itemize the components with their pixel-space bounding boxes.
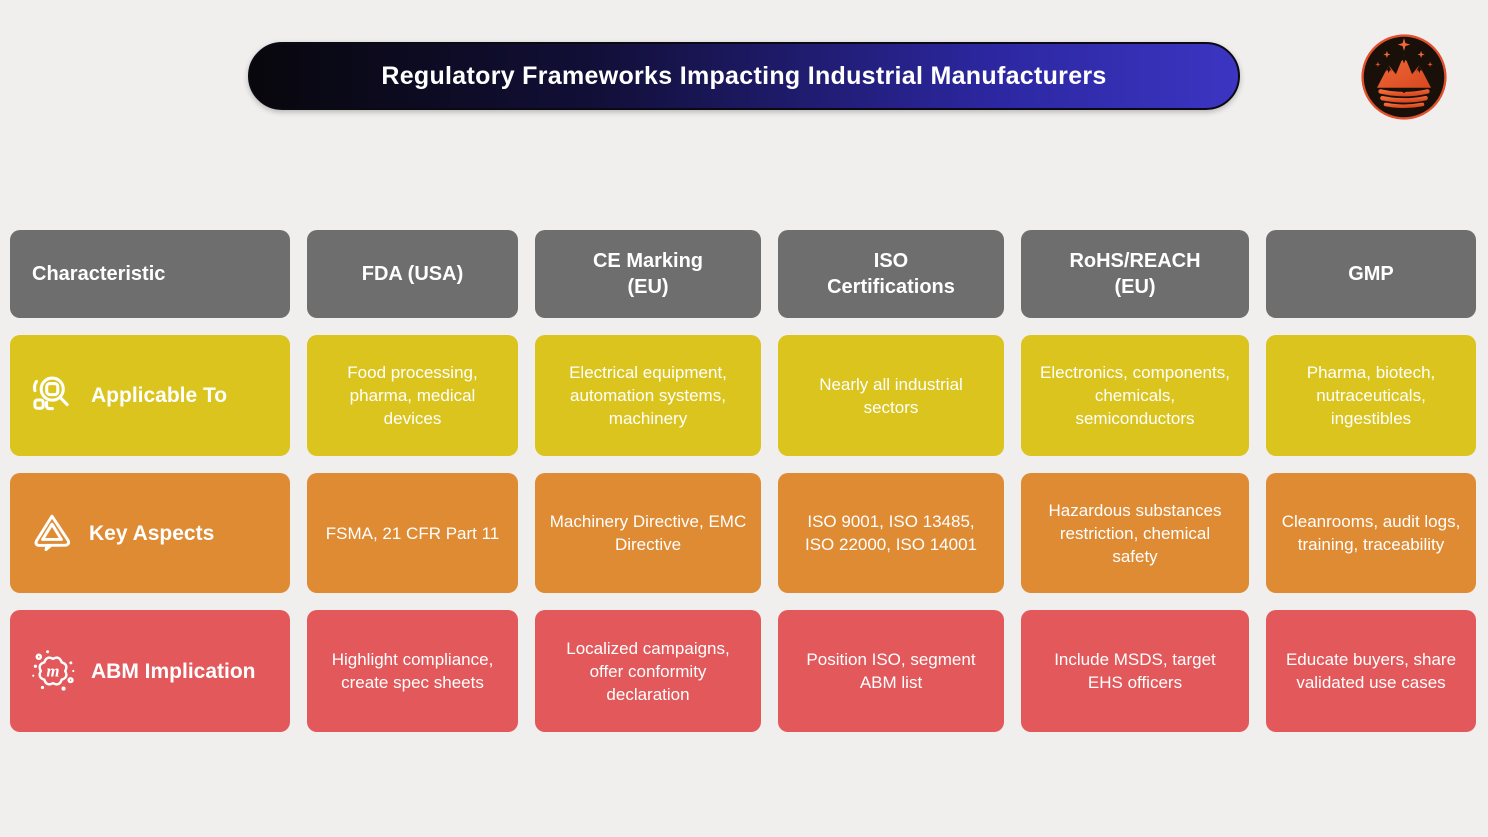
column-header-fda-usa: FDA (USA) [307,230,518,318]
cell-abm-gmp: Educate buyers, share validated use case… [1266,610,1476,732]
cell-applicable-ce: Electrical equipment, automation systems… [535,335,761,456]
cell-abm-fda: Highlight compliance, create spec sheets [307,610,518,732]
regulatory-frameworks-table: Characteristic FDA (USA) CE Marking (EU)… [10,230,1476,732]
cell-aspects-rohs: Hazardous substances restriction, chemic… [1021,473,1249,593]
cell-abm-iso: Position ISO, segment ABM list [778,610,1004,732]
warning-triangle-icon [30,511,74,555]
crown-mountain-logo-icon [1361,34,1447,120]
cell-aspects-gmp: Cleanrooms, audit logs, training, tracea… [1266,473,1476,593]
row-label-text: Applicable To [91,384,228,407]
column-header-characteristic: Characteristic [10,230,290,318]
cell-applicable-iso: Nearly all industrial sectors [778,335,1004,456]
abm-scalloped-badge-icon: m [30,648,76,694]
cell-abm-ce: Localized campaigns, offer conformity de… [535,610,761,732]
column-header-iso-certifications: ISO Certifications [778,230,1004,318]
cell-applicable-gmp: Pharma, biotech, nutraceuticals, ingesti… [1266,335,1476,456]
column-header-ce-marking-eu: CE Marking (EU) [535,230,761,318]
row-label-key-aspects: Key Aspects [10,473,290,593]
column-header-rohs-reach-eu: RoHS/REACH (EU) [1021,230,1249,318]
title-banner: Regulatory Frameworks Impacting Industri… [248,42,1240,110]
page-title: Regulatory Frameworks Impacting Industri… [381,61,1107,90]
cell-applicable-rohs: Electronics, components, chemicals, semi… [1021,335,1249,456]
svg-text:m: m [46,662,59,681]
cell-aspects-iso: ISO 9001, ISO 13485, ISO 22000, ISO 1400… [778,473,1004,593]
row-label-text: Key Aspects [89,521,215,545]
search-icon [30,373,76,419]
row-label-abm-implication: m ABM Implication [10,610,290,732]
cell-aspects-ce: Machinery Directive, EMC Directive [535,473,761,593]
cell-abm-rohs: Include MSDS, target EHS officers [1021,610,1249,732]
column-header-gmp: GMP [1266,230,1476,318]
crown-logo [1359,32,1449,122]
row-label-applicable-to: Applicable To [10,335,290,456]
cell-applicable-fda: Food processing, pharma, medical devices [307,335,518,456]
cell-aspects-fda: FSMA, 21 CFR Part 11 [307,473,518,593]
row-label-text: ABM Implication [91,659,256,683]
